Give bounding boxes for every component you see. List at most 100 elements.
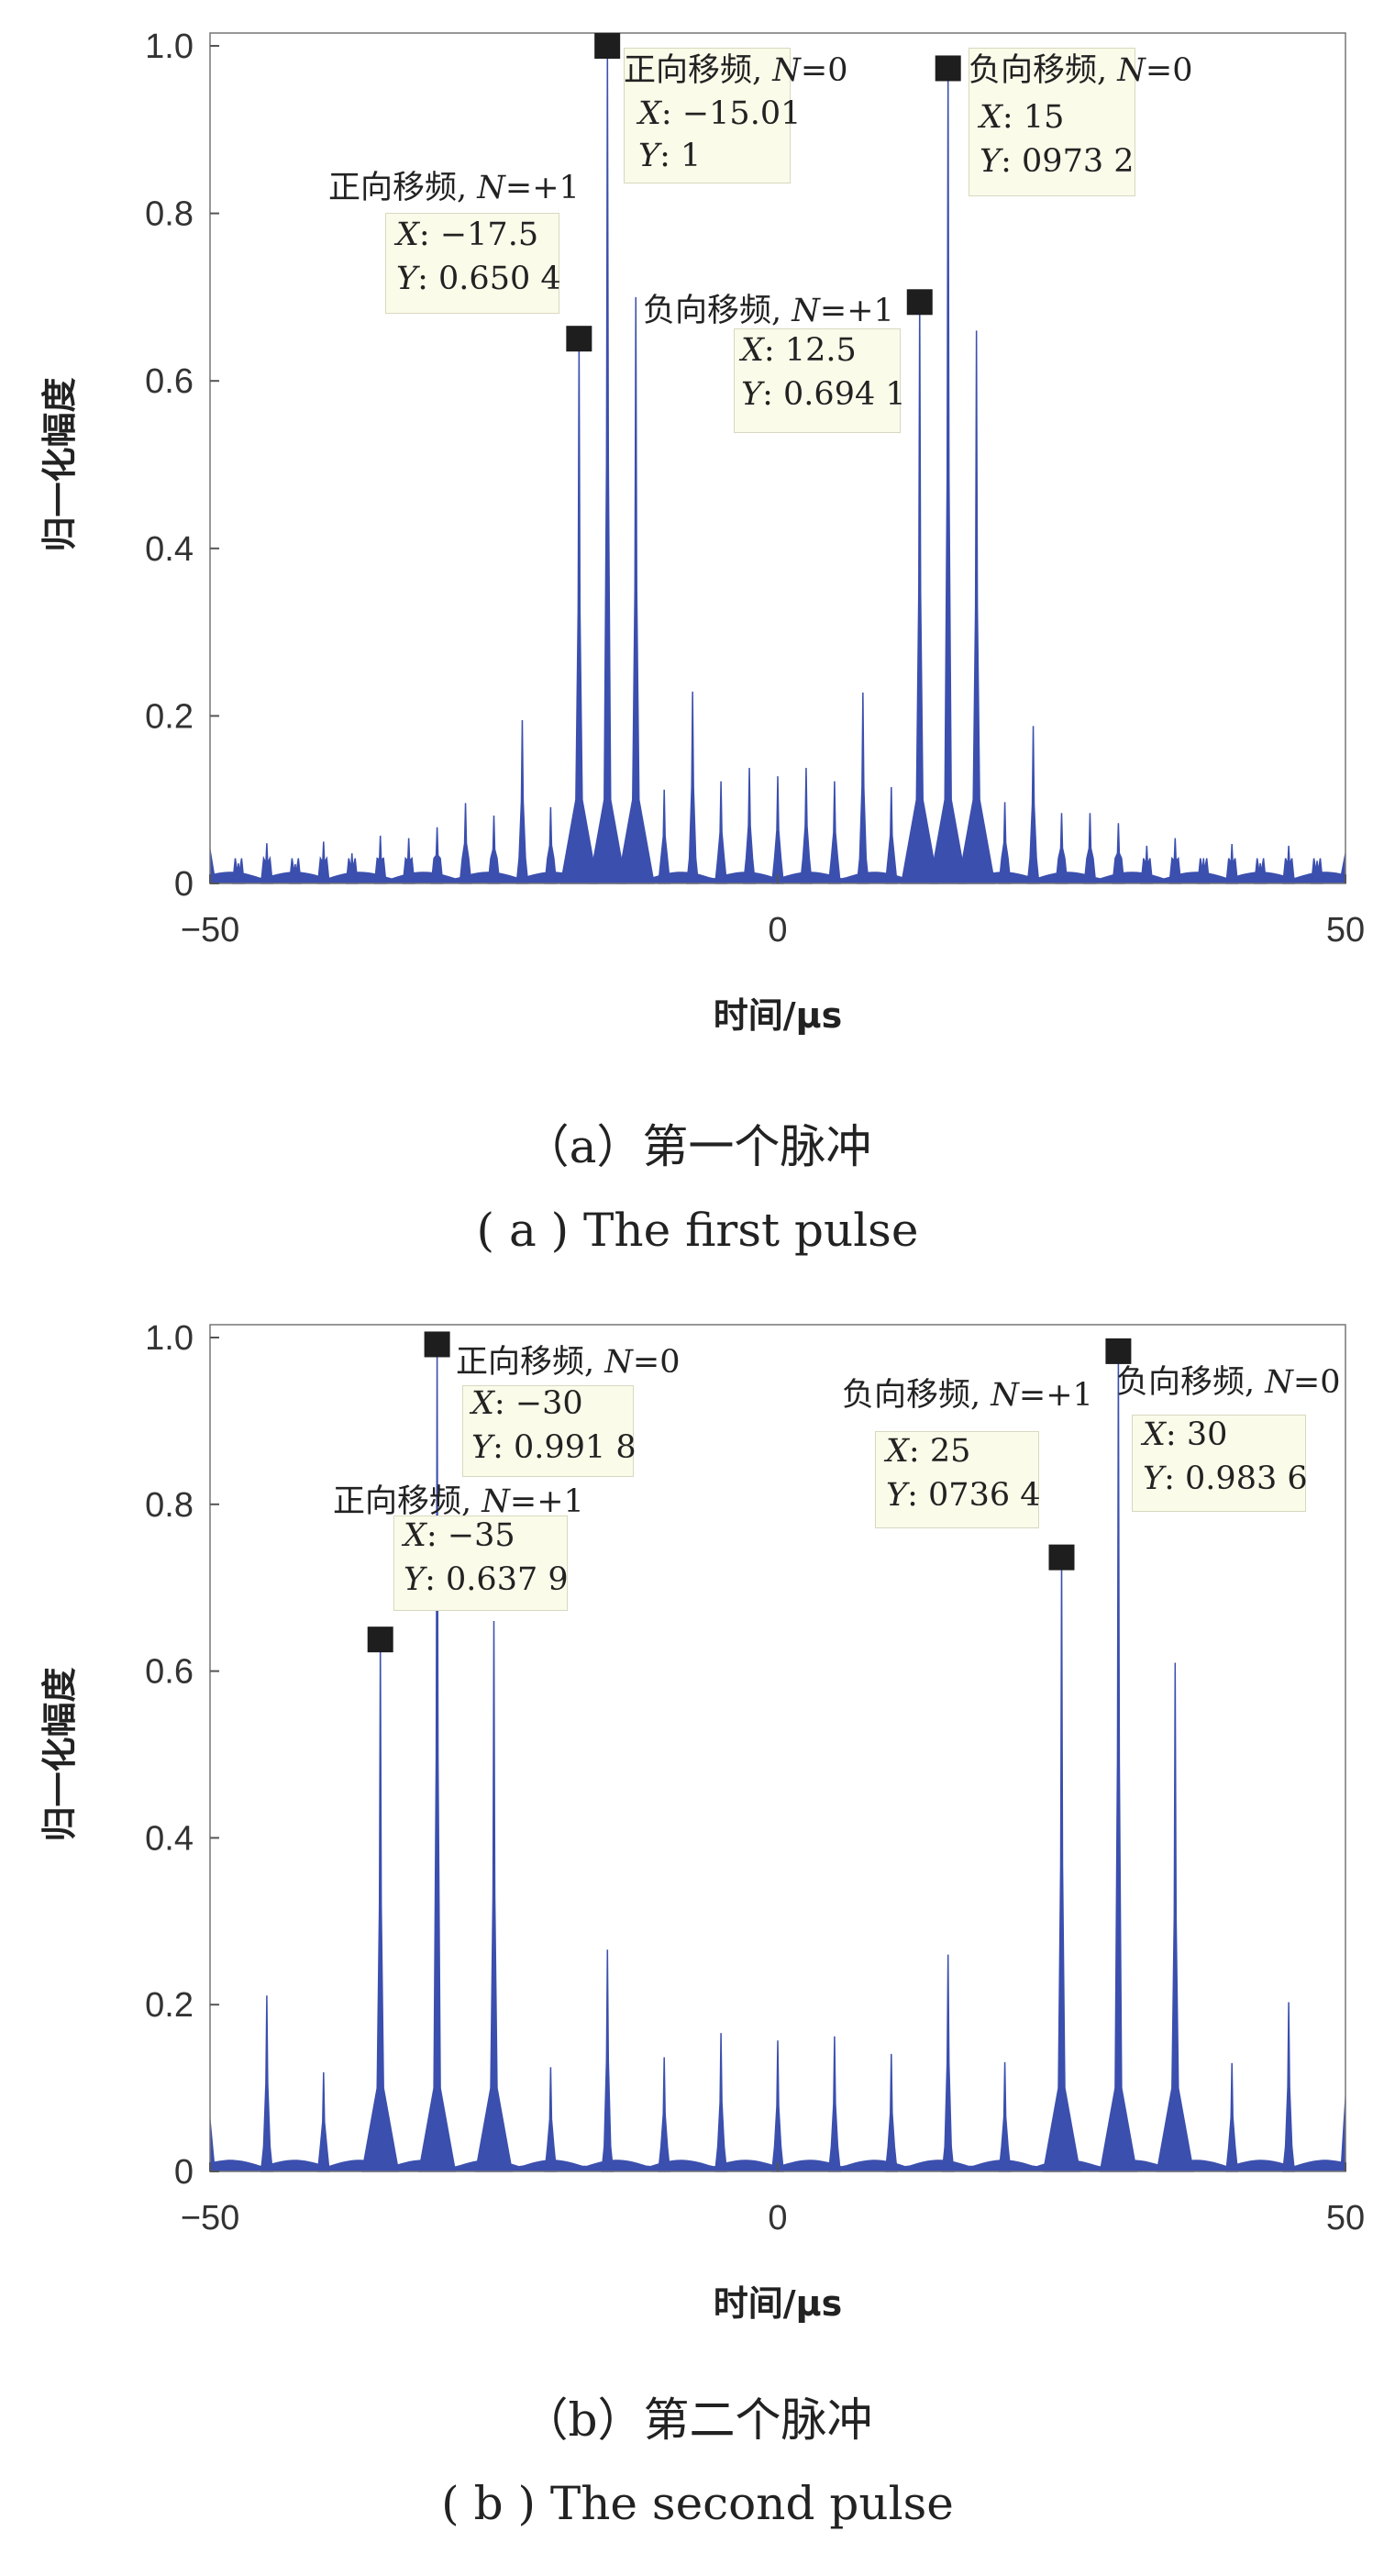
y-tick-label: 1.0 [145,28,194,66]
y-tick-label: 0.8 [145,195,194,234]
y-axis-label: 归一化幅度 [39,377,80,551]
peak [941,1954,955,2172]
datatip-x: X: −15.01 [638,95,802,132]
peak [1042,1557,1081,2172]
x-axis-label: 时间/μs [714,995,842,1036]
datatip-title: 正向移频, N=+1 [333,1483,584,1520]
peak [487,816,501,884]
peak [1225,844,1239,884]
peak [658,2057,671,2172]
x-tick-label: 0 [768,911,787,949]
datatip-title: 正向移频, N=0 [624,52,848,89]
peak [1197,858,1211,884]
datatip-box [734,328,901,433]
y-tick-label: 0.6 [145,1653,194,1692]
peak [1225,2062,1239,2172]
datatip-y: Y: 0.991 8 [471,1429,637,1466]
datatip-marker [1048,1544,1075,1571]
datatip-y: Y: 0.637 9 [404,1561,569,1598]
peak [616,296,655,884]
chart-b: 0 0.2 0.4 0.6 0.8 1.0 −50 0 50 时间/μs 归一化幅度 [39,1319,1365,2324]
x-tick-label: 50 [1326,911,1365,949]
datatip-marker [594,33,621,59]
peak [474,1621,514,2172]
datatip-x: X: 12.5 [741,332,857,369]
x-tick-label: 50 [1326,2199,1365,2237]
datatip-title: 正向移频, N=+1 [328,170,580,206]
datatip-marker [935,55,961,82]
datatip-box [385,213,559,314]
peak [402,838,415,884]
peak [1311,858,1324,884]
peak [360,1639,400,2172]
caption-b-en: ( b ) The second pulse [441,2477,954,2530]
datatip-marker [367,1627,393,1653]
peak [459,803,472,884]
peak [957,330,996,884]
peak [901,302,939,884]
y-axis-label: 归一化幅度 [39,1667,80,1841]
y-tick-label: 0.8 [145,1486,194,1525]
datatip-y: Y: 0.694 1 [741,376,906,413]
datatip-marker [1105,1338,1132,1364]
peak [998,2061,1012,2172]
y-tick-label: 0.4 [145,1819,194,1858]
peak [316,841,330,884]
datatip-y: Y: 0736 4 [886,1477,1041,1514]
datatip-box [875,1431,1039,1528]
peak [827,2036,841,2172]
peak [1026,726,1040,884]
peak [856,692,869,884]
peak [658,789,671,884]
datatip-x: X: −30 [471,1385,583,1422]
peak [770,2040,785,2172]
peak [1168,838,1182,884]
datatip-marker [566,326,592,352]
datatip-x: X: 15 [980,99,1065,136]
datatip-box [393,1516,568,1611]
datatip-marker [906,289,933,316]
caption-a-en: ( a ) The first pulse [476,1204,919,1257]
datatip-y: Y: 0973 2 [980,143,1135,180]
x-tick-label: −50 [181,911,239,949]
peak [316,2071,330,2172]
y-tick-label: 1.0 [145,1319,194,1358]
peak [288,858,302,884]
peak [588,45,627,884]
peak [928,68,968,884]
peak [515,719,529,884]
peak [799,767,813,884]
peak [373,835,387,884]
datatip-x: X: −17.5 [396,217,539,253]
y-tick-label: 0.6 [145,362,194,401]
datatip-box [462,1385,634,1477]
peak [884,2053,898,2172]
datatip-title: 负向移频, N=0 [969,52,1193,89]
peak [1055,813,1068,884]
peak [559,339,599,884]
datatip-y: Y: 1 [638,138,702,174]
x-axis-label: 时间/μs [714,2283,842,2324]
peak [544,806,558,884]
peak [1156,1662,1195,2172]
datatip-y: Y: 0.983 6 [1143,1460,1308,1497]
peak [827,781,841,884]
peak [345,853,359,884]
peak [260,843,273,884]
datatip-title: 正向移频, N=0 [456,1344,681,1381]
datatip-box [1132,1415,1306,1512]
datatip-box [969,48,1135,196]
peak [430,827,444,884]
peak [417,1344,457,2172]
peak [601,1949,614,2172]
y-tick-label: 0.4 [145,530,194,569]
datatip-x: X: 25 [886,1433,971,1470]
peak [231,858,245,884]
x-tick-label: 0 [768,2199,787,2237]
peak [714,2033,728,2172]
datatip-title: 负向移频, N=+1 [842,1377,1093,1414]
datatip-marker [424,1331,450,1358]
peak [714,781,728,884]
peak [743,767,757,884]
